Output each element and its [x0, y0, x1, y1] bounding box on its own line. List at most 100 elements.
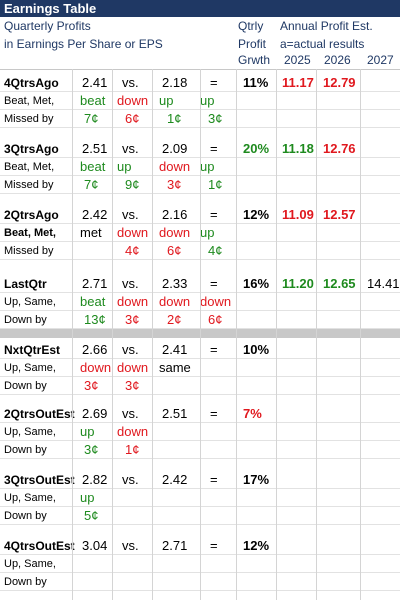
delta-cents: 3¢	[84, 442, 99, 457]
quarterly-growth: 20%	[243, 141, 270, 156]
delta-cents: 4¢	[208, 243, 223, 258]
header-year-2027: 2027	[367, 53, 394, 67]
equals-sign: =	[210, 342, 218, 357]
delta-cents: 6¢	[125, 111, 140, 126]
quarterly-growth: 12%	[243, 207, 270, 222]
result-kind-label: Up, Same,	[4, 296, 56, 308]
actual-eps: 3.04	[82, 538, 108, 553]
quarterly-growth: 12%	[243, 538, 270, 553]
quarterly-growth: 11%	[243, 75, 269, 90]
delta-label: Down by	[4, 314, 47, 326]
delta-cents: 13¢	[84, 312, 106, 327]
actual-eps: 2.51	[82, 141, 108, 156]
prior-eps: 2.71	[162, 538, 188, 553]
header-eps: in Earnings Per Share or EPS	[4, 37, 163, 51]
delta-cents: 3¢	[84, 378, 99, 393]
header-growth: Grwth	[238, 53, 271, 67]
result-word: beat	[80, 294, 106, 309]
result-word: up	[200, 93, 215, 108]
equals-sign: =	[210, 406, 218, 421]
result-kind-label: Beat, Met,	[4, 161, 55, 173]
prior-eps: 2.09	[162, 141, 188, 156]
annual-est-2026: 12.57	[323, 207, 356, 222]
result-word: down	[80, 360, 112, 375]
result-word: up	[159, 93, 174, 108]
sheet-title: Earnings Table	[0, 0, 400, 17]
result-word: met	[80, 225, 102, 240]
period-label: 4QtrsOutEst	[4, 539, 75, 553]
delta-cents: 6¢	[167, 243, 182, 258]
quarterly-growth: 16%	[243, 276, 270, 291]
result-word: down	[117, 294, 149, 309]
delta-cents: 4¢	[125, 243, 140, 258]
delta-cents: 5¢	[84, 508, 99, 523]
delta-cents: 1¢	[125, 442, 140, 457]
delta-cents: 7¢	[84, 177, 99, 192]
annual-est-2026: 12.65	[323, 276, 356, 291]
actual-eps: 2.42	[82, 207, 108, 222]
annual-est-2025: 11.17	[282, 75, 314, 90]
column-divider	[200, 69, 201, 600]
prior-eps: 2.33	[162, 276, 188, 291]
annual-est-2026: 12.76	[323, 141, 356, 156]
prior-eps: 2.18	[162, 75, 188, 90]
delta-cents: 3¢	[208, 111, 223, 126]
result-word: down	[117, 360, 149, 375]
equals-sign: =	[210, 538, 218, 553]
result-kind-label: Beat, Met,	[4, 95, 55, 107]
quarterly-growth: 10%	[243, 342, 270, 357]
header-actual-results: a=actual results	[280, 37, 365, 51]
result-word: down	[117, 225, 149, 240]
period-label: 2QtrsOutEst	[4, 407, 75, 421]
header-quarterly-profits: Quarterly Profits	[4, 19, 91, 33]
delta-label: Missed by	[4, 179, 54, 191]
vs-label: vs.	[122, 141, 139, 156]
vs-label: vs.	[122, 276, 139, 291]
vs-label: vs.	[122, 472, 139, 487]
result-word: down	[159, 159, 191, 174]
delta-label: Down by	[4, 444, 47, 456]
delta-cents: 1¢	[167, 111, 182, 126]
column-divider	[316, 69, 317, 600]
delta-cents: 3¢	[125, 312, 140, 327]
delta-cents: 6¢	[208, 312, 223, 327]
actual-eps: 2.66	[82, 342, 108, 357]
equals-sign: =	[210, 75, 218, 90]
period-label: LastQtr	[4, 277, 47, 291]
delta-cents: 2¢	[167, 312, 182, 327]
delta-cents: 1¢	[208, 177, 223, 192]
equals-sign: =	[210, 207, 218, 222]
result-word: beat	[80, 93, 106, 108]
header-year-2026: 2026	[324, 53, 351, 67]
period-label: NxtQtrEst	[4, 343, 61, 357]
actual-eps: 2.71	[82, 276, 108, 291]
result-word: down	[117, 93, 149, 108]
quarterly-growth: 7%	[243, 406, 262, 421]
result-kind-label: Up, Same,	[4, 426, 56, 438]
delta-cents: 3¢	[167, 177, 182, 192]
equals-sign: =	[210, 472, 218, 487]
annual-est-2025: 11.09	[282, 207, 314, 222]
result-kind-label: Up, Same,	[4, 558, 56, 570]
column-divider	[360, 69, 361, 600]
result-word: up	[80, 490, 95, 505]
vs-label: vs.	[122, 207, 139, 222]
result-word: same	[159, 360, 191, 375]
equals-sign: =	[210, 276, 218, 291]
result-word: down	[117, 424, 149, 439]
prior-eps: 2.16	[162, 207, 188, 222]
vs-label: vs.	[122, 75, 139, 90]
column-divider	[236, 69, 237, 600]
column-divider	[276, 69, 277, 600]
delta-label: Down by	[4, 576, 47, 588]
table-header: Quarterly Profits in Earnings Per Share …	[0, 17, 400, 70]
result-word: up	[200, 225, 215, 240]
column-divider	[152, 69, 153, 600]
result-word: up	[80, 424, 95, 439]
period-label: 3QtrsOutEst	[4, 473, 75, 487]
quarterly-growth: 17%	[243, 472, 270, 487]
period-label: 3QtrsAgo	[4, 142, 59, 156]
annual-est-2025: 11.18	[282, 141, 314, 156]
equals-sign: =	[210, 141, 218, 156]
